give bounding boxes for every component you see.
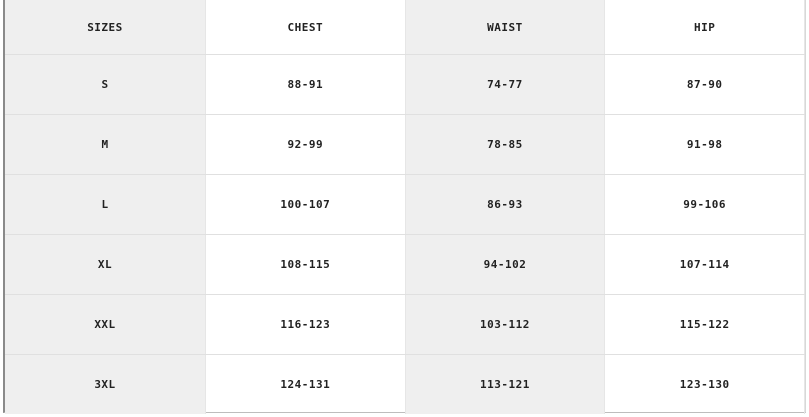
cell-chest: 92-99 xyxy=(205,114,406,175)
table-row: M 92-99 78-85 91-98 xyxy=(5,114,805,175)
header-sizes: SIZES xyxy=(5,0,206,55)
size-chart: SIZES CHEST WAIST HIP S 88-91 74-77 87-90 M 9… xyxy=(3,0,806,414)
cell-waist: 103-112 xyxy=(405,294,606,355)
table-row: XL 108-115 94-102 107-114 xyxy=(5,234,805,295)
table-row: L 100-107 86-93 99-106 xyxy=(5,174,805,235)
cell-chest: 108-115 xyxy=(205,234,406,295)
cell-size: 3XL xyxy=(5,354,206,414)
table-row: XXL 116-123 103-112 115-122 xyxy=(5,294,805,355)
cell-waist: 78-85 xyxy=(405,114,606,175)
cell-size: L xyxy=(5,174,206,235)
cell-hip: 123-130 xyxy=(604,354,805,414)
cell-waist: 74-77 xyxy=(405,54,606,115)
cell-chest: 116-123 xyxy=(205,294,406,355)
table-row: S 88-91 74-77 87-90 xyxy=(5,54,805,115)
header-hip: HIP xyxy=(604,0,805,55)
cell-hip: 107-114 xyxy=(604,234,805,295)
cell-hip: 99-106 xyxy=(604,174,805,235)
table-row: 3XL 124-131 113-121 123-130 xyxy=(5,354,805,414)
header-row: SIZES CHEST WAIST HIP xyxy=(5,0,805,55)
cell-chest: 100-107 xyxy=(205,174,406,235)
cell-chest: 124-131 xyxy=(205,354,406,414)
header-waist: WAIST xyxy=(405,0,606,55)
cell-size: M xyxy=(5,114,206,175)
cell-size: XXL xyxy=(5,294,206,355)
cell-waist: 94-102 xyxy=(405,234,606,295)
cell-waist: 113-121 xyxy=(405,354,606,414)
cell-hip: 91-98 xyxy=(604,114,805,175)
cell-hip: 115-122 xyxy=(604,294,805,355)
cell-size: S xyxy=(5,54,206,115)
size-table: SIZES CHEST WAIST HIP S 88-91 74-77 87-90 M 9… xyxy=(5,0,805,414)
cell-waist: 86-93 xyxy=(405,174,606,235)
cell-chest: 88-91 xyxy=(205,54,406,115)
cell-hip: 87-90 xyxy=(604,54,805,115)
cell-size: XL xyxy=(5,234,206,295)
header-chest: CHEST xyxy=(205,0,406,55)
